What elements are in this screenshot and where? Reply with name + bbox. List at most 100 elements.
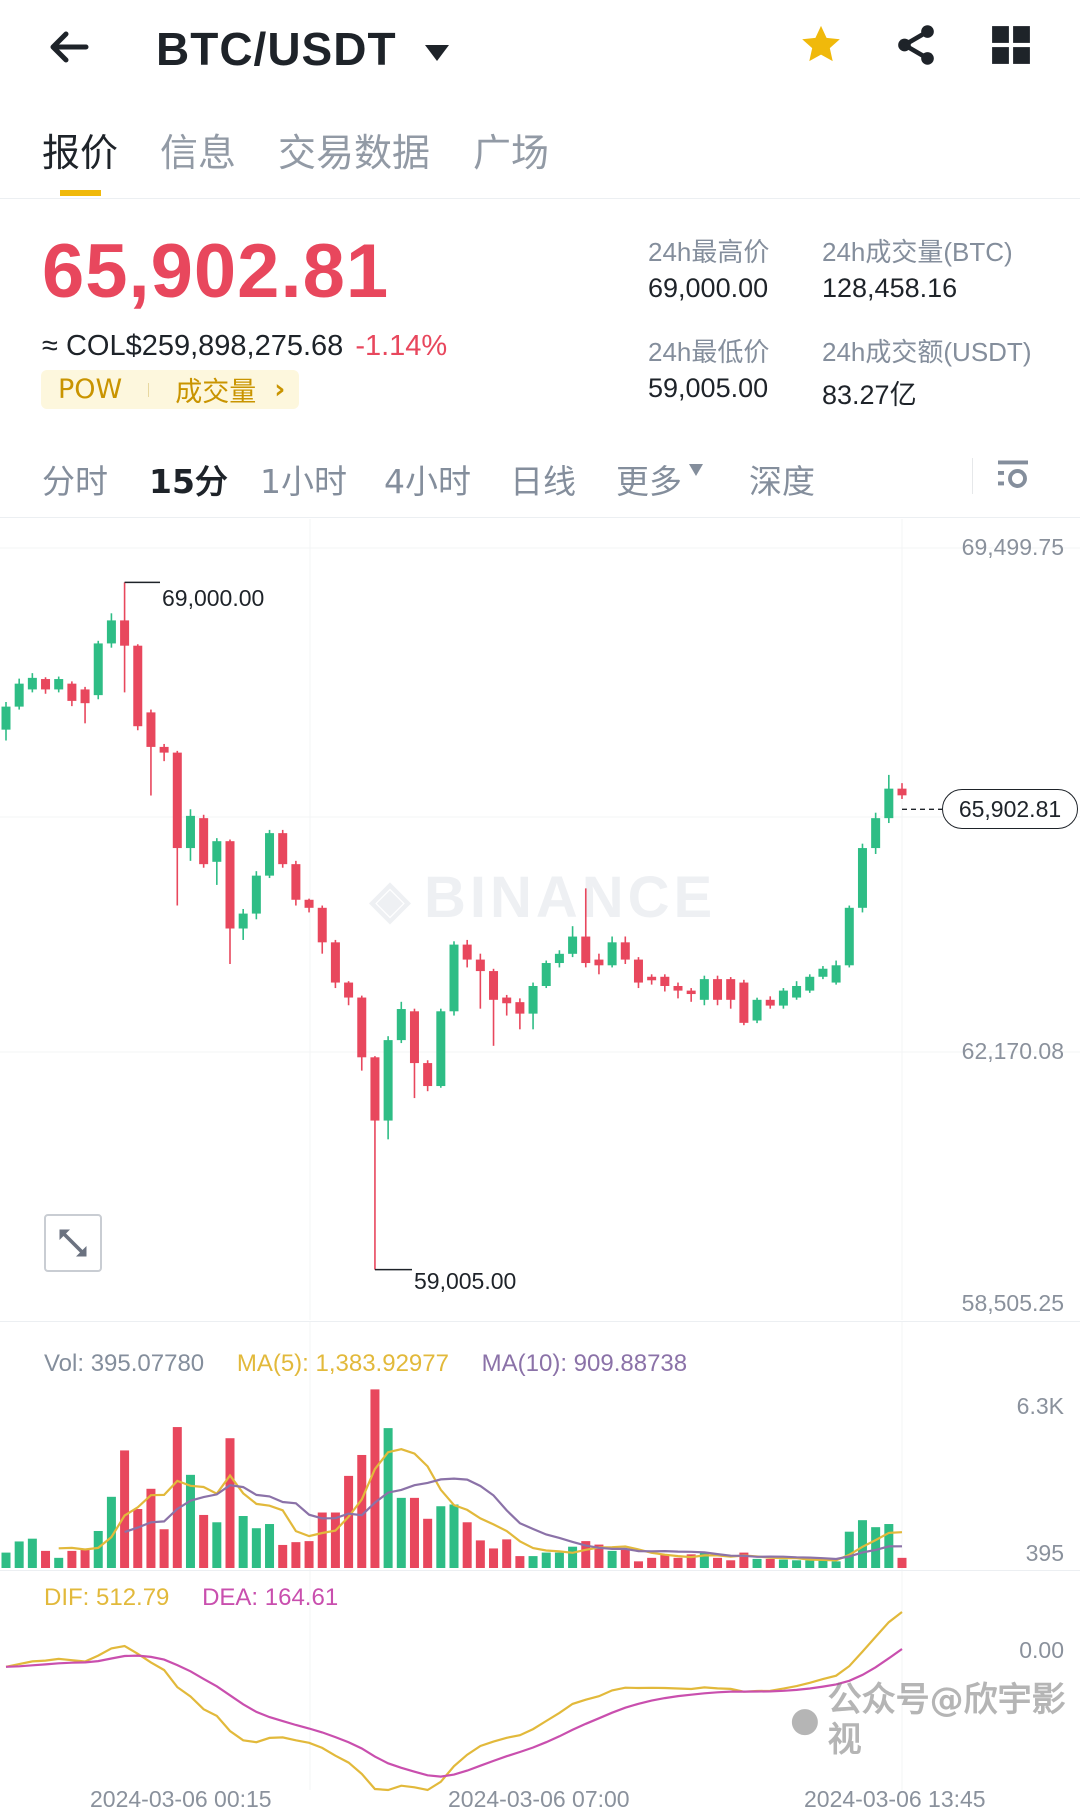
volume-bar: [607, 1550, 617, 1568]
divider: [0, 198, 1080, 199]
candle-body: [120, 620, 130, 646]
candle-body: [805, 976, 815, 991]
volume-bar: [41, 1550, 51, 1568]
volume-bar: [278, 1544, 288, 1568]
volume-bar: [541, 1552, 551, 1568]
volume-bar: [225, 1438, 235, 1568]
active-tab-indicator: [60, 190, 101, 196]
volume-bar: [357, 1454, 367, 1568]
legend-vol: Vol: 395.07780: [44, 1350, 205, 1377]
volume-bar: [726, 1560, 736, 1568]
change-percent: -1.14%: [355, 330, 448, 362]
volume-bar: [581, 1541, 591, 1568]
volume-bar: [436, 1506, 446, 1568]
candle-body: [792, 985, 802, 998]
volume-bar: [251, 1528, 261, 1568]
tab-quote[interactable]: 报价: [42, 131, 119, 175]
volume-bar: [396, 1497, 406, 1568]
stat-vol-usdt-value: 83.27亿: [822, 380, 917, 410]
volume-bar: [673, 1557, 683, 1568]
volume-bar: [528, 1556, 538, 1568]
fullscreen-button[interactable]: [44, 1214, 102, 1272]
price-axis-label: 69,499.75: [961, 534, 1064, 560]
candle-body: [699, 979, 709, 1000]
volume-bar: [765, 1558, 775, 1568]
interval-1d[interactable]: 日线: [510, 462, 576, 501]
time-axis-label: 2024-03-06 13:45: [804, 1786, 986, 1812]
candle-body: [515, 1002, 525, 1014]
candle-body: [278, 833, 288, 865]
candle-body: [871, 818, 881, 849]
stat-vol-btc-label: 24h成交量(BTC): [822, 237, 1013, 267]
volume-bar: [238, 1516, 248, 1568]
interval-more[interactable]: 更多: [616, 455, 704, 503]
candle-body: [357, 997, 367, 1058]
volume-bar: [502, 1539, 512, 1568]
candle-body: [225, 841, 235, 929]
volume-bar: [647, 1557, 657, 1568]
badge-separator: [148, 382, 150, 397]
volume-bar: [344, 1475, 354, 1568]
interval-15m[interactable]: 15分: [149, 462, 228, 501]
volume-bar: [475, 1540, 485, 1568]
candle-body: [857, 848, 867, 908]
pair-title[interactable]: BTC/USDT: [156, 22, 450, 76]
tag-badge[interactable]: POW 成交量 ›: [41, 370, 299, 409]
legend-dea: DEA: 164.61: [202, 1584, 339, 1611]
share-icon: [898, 25, 934, 65]
interval-time[interactable]: 分时: [42, 462, 108, 501]
fiat-value-line: ≈ COL$259,898,275.68 -1.14%: [42, 330, 447, 363]
dif-line: [5, 1611, 903, 1792]
candle-body: [317, 907, 327, 943]
volume-bar: [199, 1514, 209, 1568]
low-price-marker: 59,005.00: [414, 1268, 517, 1294]
candle-body: [844, 907, 854, 966]
candle-body: [475, 959, 485, 972]
candle-body: [436, 1011, 446, 1087]
candle-body: [344, 982, 354, 998]
candle-body: [27, 677, 37, 690]
last-price-tag[interactable]: 65,902.81: [942, 789, 1078, 830]
back-button[interactable]: [44, 22, 94, 72]
volume-bar: [568, 1546, 578, 1568]
tab-info[interactable]: 信息: [160, 131, 237, 175]
volume-bar: [317, 1512, 327, 1568]
candle-body: [884, 788, 894, 819]
volume-bar: [330, 1512, 340, 1568]
candle-body: [489, 971, 499, 1000]
stat-vol-btc-value: 128,458.16: [822, 273, 958, 303]
candle-body: [686, 990, 696, 995]
candle-body: [647, 976, 657, 981]
back-arrow-icon: [50, 31, 89, 63]
share-button[interactable]: [893, 22, 939, 72]
candle-body: [633, 959, 643, 983]
stat-vol-usdt-label: 24h成交额(USDT): [822, 337, 1032, 367]
chart-settings-button[interactable]: [995, 456, 1031, 496]
high-price-marker: 69,000.00: [162, 585, 265, 611]
candle-body: [462, 944, 472, 960]
favorite-button[interactable]: [798, 22, 844, 72]
candle-body: [765, 999, 775, 1006]
stat-high-value: 69,000.00: [648, 273, 769, 303]
volume-axis-label: 6.3K: [1016, 1393, 1064, 1419]
binance-watermark: ◈ BINANCE: [370, 865, 717, 930]
tag-volume: 成交量: [175, 377, 257, 408]
interval-1h[interactable]: 1小时: [260, 462, 347, 501]
divider: [0, 517, 1080, 518]
volume-bar: [212, 1522, 222, 1568]
stat-high-label: 24h最高价: [648, 237, 770, 267]
candle-body: [251, 875, 261, 914]
volume-bar: [792, 1560, 802, 1568]
candle-body: [133, 645, 143, 727]
interval-4h[interactable]: 4小时: [384, 462, 471, 501]
dropdown-triangle-icon: [689, 464, 703, 476]
tab-trading-data[interactable]: 交易数据: [278, 131, 431, 175]
grid-menu-button[interactable]: [990, 24, 1032, 70]
candle-body: [449, 944, 459, 1012]
candle-body: [541, 963, 551, 986]
interval-depth[interactable]: 深度: [749, 462, 815, 501]
candle-body: [396, 1009, 406, 1041]
tab-square[interactable]: 广场: [473, 131, 550, 175]
volume-bar: [462, 1522, 472, 1568]
